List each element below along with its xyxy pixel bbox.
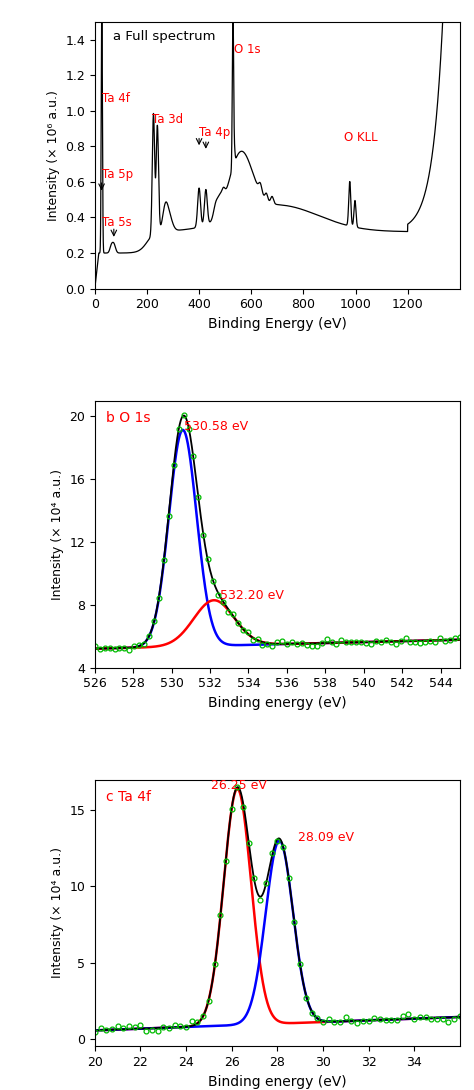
Text: b O 1s: b O 1s (106, 411, 150, 425)
X-axis label: Binding energy (eV): Binding energy (eV) (208, 1075, 346, 1089)
Text: 26.25 eV: 26.25 eV (210, 778, 266, 791)
X-axis label: Binding energy (eV): Binding energy (eV) (208, 695, 346, 710)
Text: Ta 4f: Ta 4f (102, 92, 130, 105)
Text: 28.09 eV: 28.09 eV (298, 831, 354, 844)
Y-axis label: Intensity (× 10⁴ a.u.): Intensity (× 10⁴ a.u.) (51, 469, 64, 600)
Text: O KLL: O KLL (344, 131, 377, 144)
Text: c Ta 4f: c Ta 4f (106, 790, 151, 804)
Text: Ta 3d: Ta 3d (152, 113, 183, 126)
Y-axis label: Intensity (× 10⁴ a.u.): Intensity (× 10⁴ a.u.) (51, 848, 64, 979)
Text: 532.20 eV: 532.20 eV (219, 589, 283, 602)
Text: a Full spectrum: a Full spectrum (113, 29, 216, 43)
Text: O 1s: O 1s (234, 44, 261, 57)
Text: Ta 5p: Ta 5p (102, 168, 133, 181)
X-axis label: Binding Energy (eV): Binding Energy (eV) (208, 317, 346, 331)
Text: Ta 4p: Ta 4p (199, 125, 230, 138)
Y-axis label: Intensity (× 10⁶ a.u.): Intensity (× 10⁶ a.u.) (46, 89, 60, 220)
Text: 530.58 eV: 530.58 eV (184, 420, 248, 433)
Text: Ta 5s: Ta 5s (102, 216, 132, 229)
